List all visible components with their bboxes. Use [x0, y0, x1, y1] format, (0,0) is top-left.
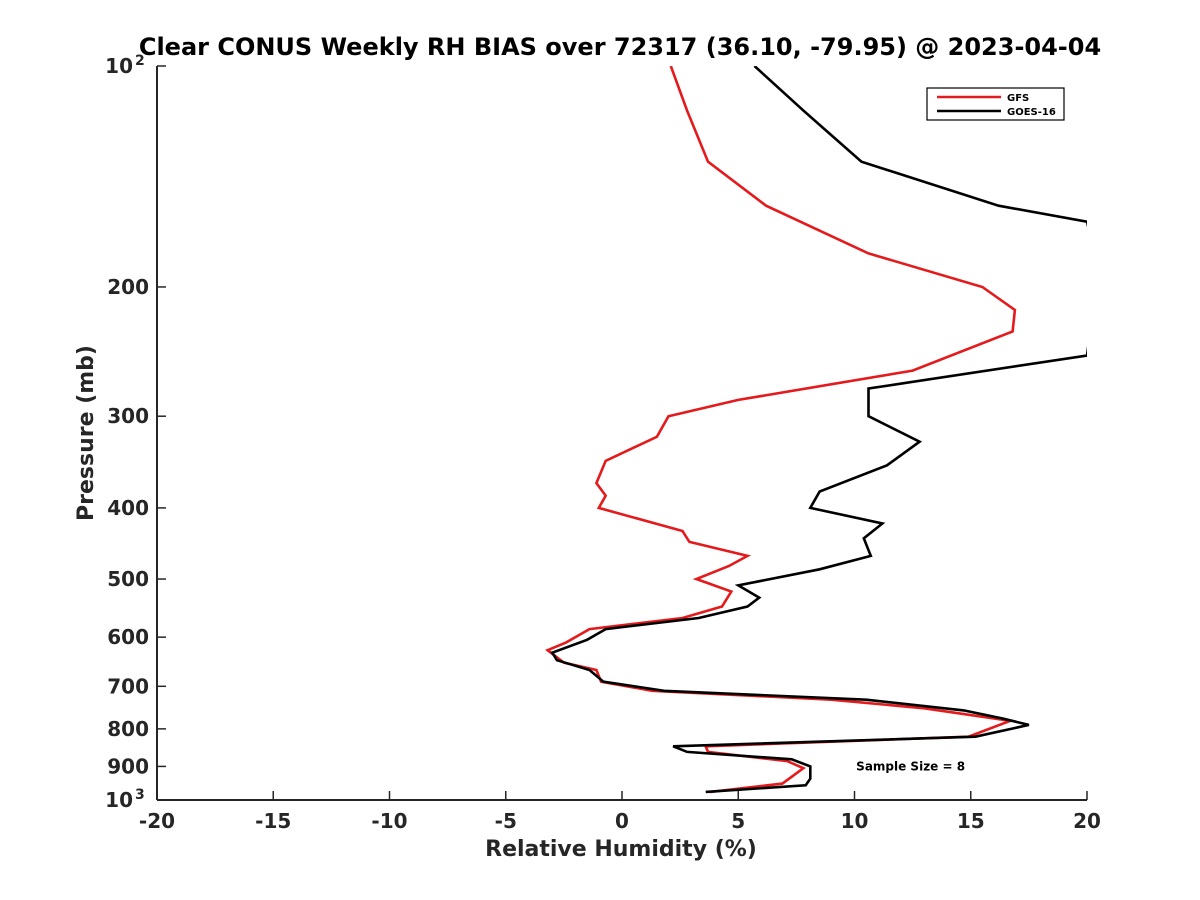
- axes-layer: [156, 66, 1087, 801]
- series-line-goes16: [550, 66, 1087, 794]
- y-tick-label: 300: [107, 404, 149, 428]
- x-axis-label: Relative Humidity (%): [485, 837, 757, 862]
- x-tick-label: -15: [255, 809, 291, 833]
- y-tick-label: 200: [107, 275, 149, 299]
- legend: GFS GOES-16: [926, 87, 1065, 121]
- y-tick-label: 400: [107, 496, 149, 520]
- legend-box: [926, 87, 1065, 121]
- x-tick-label: 10: [841, 809, 869, 833]
- y-tick-label: 600: [107, 625, 149, 649]
- annotation-layer: Sample Size = 8: [856, 760, 965, 774]
- y-tick-label: 10: [105, 788, 133, 812]
- x-tick-label: -20: [139, 809, 175, 833]
- x-tick-label: -10: [371, 809, 407, 833]
- x-tick-label: 20: [1073, 809, 1101, 833]
- x-tick-label: -5: [495, 809, 517, 833]
- y-tick-label: 700: [107, 674, 149, 698]
- y-axis-label: Pressure (mb): [74, 345, 99, 521]
- y-tick-label: 500: [107, 567, 149, 591]
- x-tick-label: 5: [731, 809, 745, 833]
- y-tick-label: 800: [107, 717, 149, 741]
- legend-label: GFS: [1007, 93, 1029, 104]
- y-tick-label: 10: [105, 54, 133, 78]
- x-tick-label: 0: [615, 809, 629, 833]
- y-tick-exponent: 3: [135, 787, 145, 803]
- sample-size-annotation: Sample Size = 8: [856, 760, 965, 774]
- y-tick-exponent: 2: [135, 53, 145, 69]
- series-layer: [545, 66, 1087, 794]
- legend-label: GOES-16: [1007, 107, 1056, 118]
- y-tick-label: 900: [107, 754, 149, 778]
- x-tick-label: 15: [957, 809, 985, 833]
- chart-title: Clear CONUS Weekly RH BIAS over 72317 (3…: [139, 33, 1101, 61]
